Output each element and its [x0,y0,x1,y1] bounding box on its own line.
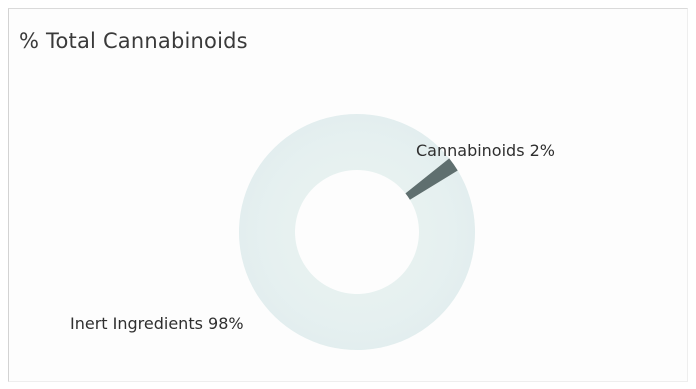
label-cannabinoids: Cannabinoids 2% [416,141,555,160]
slice-shading [238,113,475,350]
slice-cannabinoids [405,158,458,200]
label-inert-ingredients: Inert Ingredients 98% [70,314,244,333]
chart-title: % Total Cannabinoids [19,29,248,53]
